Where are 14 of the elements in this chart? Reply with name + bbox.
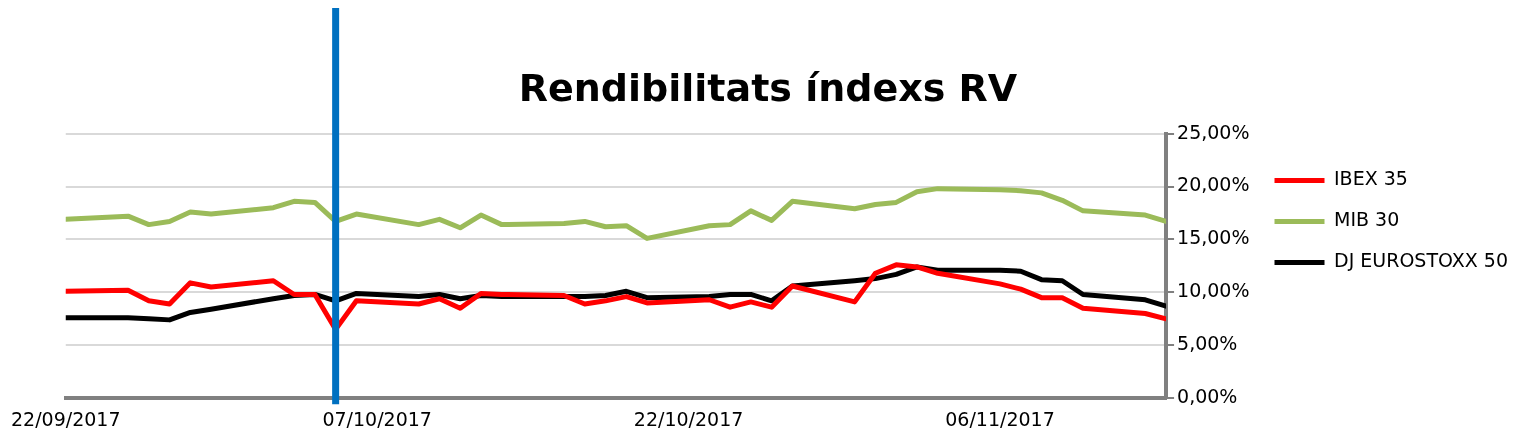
legend-label: IBEX 35 — [1334, 167, 1408, 190]
x-tick-label: 07/10/2017 — [322, 407, 432, 430]
y-tick-label: 15,00% — [1177, 226, 1250, 249]
y-tick-label: 0,00% — [1177, 385, 1238, 408]
chart-title: Rendibilitats índexs RV — [518, 65, 1018, 110]
x-tick-label: 06/11/2017 — [945, 407, 1055, 430]
y-tick-label: 25,00% — [1177, 120, 1250, 143]
x-tick-label: 22/10/2017 — [633, 407, 744, 430]
y-tick-label: 5,00% — [1177, 332, 1238, 355]
legend-label: MIB 30 — [1334, 208, 1400, 231]
x-tick-label: 22/09/2017 — [11, 407, 121, 430]
legend-label: DJ EUROSTOXX 50 — [1334, 249, 1508, 272]
y-tick-label: 20,00% — [1177, 173, 1250, 196]
y-tick-label: 10,00% — [1177, 279, 1250, 302]
